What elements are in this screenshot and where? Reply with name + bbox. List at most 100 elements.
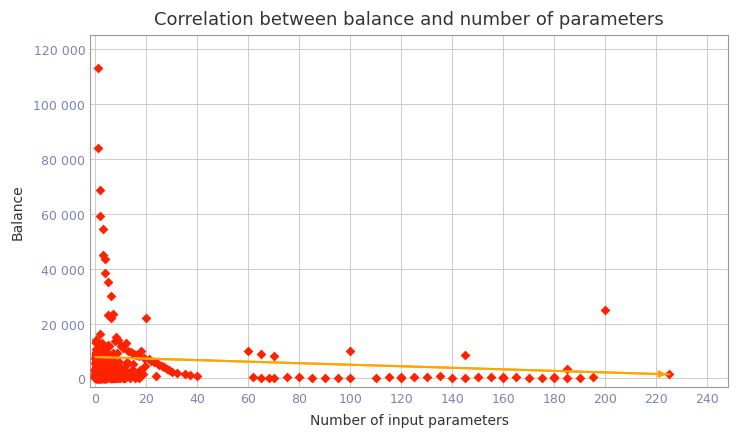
Point bbox=[96, 359, 108, 366]
Point bbox=[101, 360, 113, 367]
Point bbox=[93, 375, 105, 382]
Point bbox=[95, 372, 106, 379]
Point bbox=[92, 66, 103, 73]
Point bbox=[119, 373, 131, 380]
Point bbox=[93, 362, 105, 369]
Point bbox=[93, 375, 105, 382]
Point bbox=[98, 373, 110, 380]
Point bbox=[89, 374, 101, 381]
Point bbox=[92, 368, 103, 375]
Point bbox=[97, 359, 109, 366]
Point bbox=[90, 367, 102, 374]
Point bbox=[129, 372, 140, 379]
Point bbox=[93, 373, 105, 380]
Point bbox=[96, 343, 108, 350]
Point bbox=[91, 354, 103, 361]
Point bbox=[92, 363, 103, 370]
Point bbox=[89, 370, 101, 377]
Point bbox=[143, 356, 154, 363]
Point bbox=[97, 363, 109, 370]
Point bbox=[96, 357, 108, 364]
Point bbox=[112, 337, 124, 344]
Point bbox=[90, 375, 102, 382]
Point bbox=[92, 370, 103, 377]
Point bbox=[97, 339, 109, 346]
Point bbox=[107, 358, 119, 365]
Point bbox=[126, 367, 138, 374]
Point bbox=[97, 370, 109, 377]
Point bbox=[89, 374, 101, 381]
Point bbox=[104, 374, 116, 381]
Point bbox=[94, 371, 106, 378]
Point bbox=[91, 374, 103, 381]
Point bbox=[94, 374, 106, 381]
Point bbox=[92, 372, 104, 379]
Point bbox=[105, 293, 117, 300]
Point bbox=[95, 371, 107, 378]
Point bbox=[101, 374, 113, 381]
Point bbox=[104, 364, 116, 371]
Point bbox=[92, 373, 103, 380]
Point bbox=[107, 375, 119, 382]
Point bbox=[93, 372, 105, 379]
Point bbox=[89, 366, 101, 373]
Point bbox=[93, 371, 105, 378]
Point bbox=[92, 362, 103, 369]
Point bbox=[101, 370, 113, 377]
Point bbox=[92, 367, 103, 374]
Point bbox=[319, 374, 331, 381]
Point bbox=[100, 343, 112, 350]
Point bbox=[89, 371, 101, 378]
Point bbox=[94, 358, 106, 365]
Point bbox=[112, 372, 123, 379]
Point bbox=[92, 374, 103, 381]
Point bbox=[95, 360, 106, 367]
Point bbox=[306, 374, 318, 381]
Point bbox=[94, 372, 106, 379]
Point bbox=[102, 312, 114, 319]
Point bbox=[434, 373, 446, 380]
Point bbox=[102, 279, 114, 286]
Point bbox=[97, 226, 109, 233]
Point bbox=[94, 374, 106, 381]
Point bbox=[92, 371, 103, 378]
Point bbox=[395, 374, 407, 381]
Point bbox=[90, 366, 102, 373]
Point bbox=[92, 352, 103, 359]
Point bbox=[95, 365, 106, 372]
Point bbox=[370, 374, 382, 381]
Point bbox=[95, 363, 106, 370]
Point bbox=[103, 372, 115, 379]
Point bbox=[95, 187, 106, 194]
Point bbox=[103, 342, 115, 349]
Point bbox=[112, 374, 124, 381]
Point bbox=[91, 373, 103, 380]
Point bbox=[89, 372, 101, 379]
Point bbox=[90, 369, 102, 376]
Point bbox=[93, 368, 105, 375]
Point bbox=[93, 360, 105, 367]
Point bbox=[101, 367, 113, 374]
Point bbox=[104, 375, 116, 382]
Point bbox=[98, 374, 110, 381]
Point bbox=[126, 372, 137, 379]
Point bbox=[98, 372, 109, 379]
Point bbox=[106, 362, 118, 369]
Point bbox=[93, 374, 105, 381]
Point bbox=[101, 373, 112, 380]
Point bbox=[97, 367, 109, 374]
Point bbox=[91, 370, 103, 377]
Point bbox=[95, 369, 106, 376]
Point bbox=[96, 374, 108, 381]
Point bbox=[92, 372, 104, 379]
Point bbox=[92, 355, 104, 362]
Point bbox=[93, 374, 105, 381]
X-axis label: Number of input parameters: Number of input parameters bbox=[310, 413, 508, 427]
Point bbox=[96, 374, 108, 381]
Point bbox=[92, 371, 104, 378]
Point bbox=[95, 371, 107, 378]
Point bbox=[115, 374, 126, 381]
Point bbox=[91, 371, 103, 378]
Point bbox=[421, 373, 433, 380]
Point bbox=[117, 367, 129, 374]
